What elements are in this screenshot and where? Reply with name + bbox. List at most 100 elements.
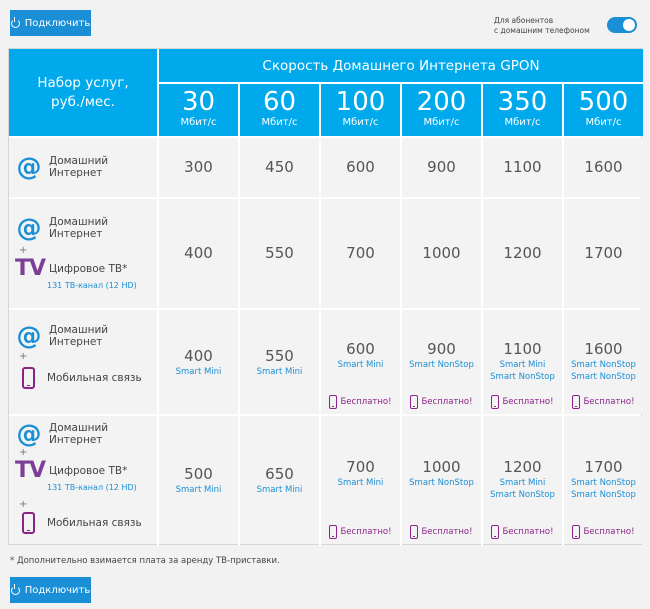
plan-name[interactable]: Smart NonStop [490, 490, 555, 500]
connect-button-label: Подключить [24, 17, 91, 29]
speed-value: 500 [578, 87, 629, 117]
plan-name[interactable]: Smart NonStop [571, 372, 636, 382]
grid-line [9, 308, 641, 310]
price-cell: 1700 Smart NonStop Smart NonStop Бесплатно! [564, 416, 643, 544]
grid-line [9, 414, 641, 416]
power-icon [10, 16, 20, 28]
plan-name[interactable]: Smart Mini [256, 366, 303, 377]
plan-name[interactable]: Smart Mini [175, 366, 222, 377]
speed-unit: Мбит/с [342, 117, 379, 128]
plan-name[interactable]: Smart NonStop [571, 360, 636, 370]
price-cell: 400 [159, 199, 238, 308]
footnote: * Дополнительно взимается плата за аренд… [10, 556, 280, 566]
price-value: 1000 [422, 244, 461, 262]
plus-sign: + [19, 499, 28, 510]
service-label-line: Домашний [49, 155, 109, 167]
service-label: Цифровое ТВ* [49, 465, 128, 477]
tv-channels-link[interactable]: 131 ТВ-канал (12 HD) [47, 281, 137, 290]
price-cell: 400 Smart Mini [159, 310, 238, 414]
grid-line [319, 84, 321, 546]
free-label: Бесплатно! [583, 527, 635, 537]
price-value: 1600 [584, 340, 623, 358]
price-value: 1100 [503, 158, 542, 176]
phone-icon [491, 525, 500, 539]
tv-icon: TV [15, 458, 46, 483]
free-phone-badge: Бесплатно! [564, 525, 643, 539]
landline-toggle-label: Для абонентов с домашним телефоном [494, 16, 590, 35]
price-cell: 600 [321, 138, 400, 197]
plan-name[interactable]: Smart Mini [175, 484, 222, 495]
speed-value: 200 [416, 87, 467, 117]
price-value: 600 [346, 158, 375, 176]
plan-name[interactable]: Smart Mini [499, 478, 546, 488]
speed-col-200: 200 Мбит/с [402, 84, 481, 136]
service-label: Мобильная связь [47, 517, 142, 529]
plan-name[interactable]: Smart Mini [499, 360, 546, 370]
price-value: 450 [265, 158, 294, 176]
phone-icon [329, 395, 338, 409]
price-cell: 1100 [483, 138, 562, 197]
service-label-line: Домашний [49, 216, 109, 228]
grid-line [9, 136, 641, 138]
tv-channels-link[interactable]: 131 ТВ-канал (12 HD) [47, 483, 137, 492]
price-cell: 300 [159, 138, 238, 197]
grid-line [9, 197, 641, 199]
price-value: 1700 [584, 244, 623, 262]
price-cell: 550 [240, 199, 319, 308]
phone-icon [329, 525, 338, 539]
plan-name[interactable]: Smart NonStop [490, 372, 555, 382]
speed-col-60: 60 Мбит/с [240, 84, 319, 136]
connect-button-label: Подключить [24, 584, 91, 596]
service-tv: TV Цифровое ТВ* [15, 258, 127, 280]
service-mobile: Мобильная связь [15, 512, 142, 534]
price-value: 900 [427, 158, 456, 176]
speed-value: 30 [181, 87, 216, 117]
service-label-line: Домашний [49, 324, 109, 336]
plan-name[interactable]: Smart NonStop [571, 490, 636, 500]
free-label: Бесплатно! [340, 527, 392, 537]
speed-value: 100 [335, 87, 386, 117]
free-phone-badge: Бесплатно! [402, 395, 481, 409]
free-label: Бесплатно! [502, 397, 554, 407]
grid-line [481, 84, 483, 546]
connect-button-top[interactable]: Подключить [10, 10, 91, 36]
mobile-icon [22, 367, 35, 389]
plan-name[interactable]: Smart NonStop [409, 360, 474, 370]
price-cell: 450 [240, 138, 319, 197]
price-cell: 1100 Smart Mini Smart NonStop Бесплатно! [483, 310, 562, 414]
connect-button-bottom[interactable]: Подключить [10, 577, 91, 603]
price-cell: 550 Smart Mini [240, 310, 319, 414]
speed-header-title: Скорость Домашнего Интернета GPON [159, 49, 643, 82]
plan-name[interactable]: Smart Mini [337, 478, 384, 488]
free-phone-badge: Бесплатно! [483, 395, 562, 409]
service-label-line: Интернет [49, 228, 103, 240]
plan-name[interactable]: Smart NonStop [571, 478, 636, 488]
service-internet: @ Домашний Интернет [15, 215, 109, 240]
grid-line [159, 82, 643, 84]
plan-name[interactable]: Smart Mini [256, 484, 303, 495]
toggle-knob [623, 19, 635, 31]
price-cell: 1200 Smart Mini Smart NonStop Бесплатно! [483, 416, 562, 544]
pricing-table: Набор услуг, руб./мес. Скорость Домашнего… [8, 48, 643, 546]
price-cell: 500 Smart Mini [159, 416, 238, 544]
plan-name[interactable]: Smart NonStop [409, 478, 474, 488]
free-label: Бесплатно! [421, 527, 473, 537]
speed-unit: Мбит/с [585, 117, 622, 128]
service-mobile: Мобильная связь [15, 367, 142, 389]
price-value: 650 [265, 464, 294, 483]
landline-toggle[interactable] [607, 17, 637, 33]
internet-icon: @ [16, 419, 42, 448]
free-phone-badge: Бесплатно! [321, 525, 400, 539]
price-value: 550 [265, 244, 294, 262]
service-tv: TV Цифровое ТВ* [15, 460, 127, 482]
grid-line [562, 84, 564, 546]
speed-unit: Мбит/с [504, 117, 541, 128]
phone-icon [410, 525, 419, 539]
price-value: 1000 [422, 458, 461, 476]
price-value: 1100 [503, 340, 542, 358]
service-internet: @ Домашний Интернет [15, 323, 109, 348]
speed-col-30: 30 Мбит/с [159, 84, 238, 136]
plan-name[interactable]: Smart Mini [337, 360, 384, 370]
free-phone-badge: Бесплатно! [321, 395, 400, 409]
plus-sign: + [19, 245, 28, 256]
